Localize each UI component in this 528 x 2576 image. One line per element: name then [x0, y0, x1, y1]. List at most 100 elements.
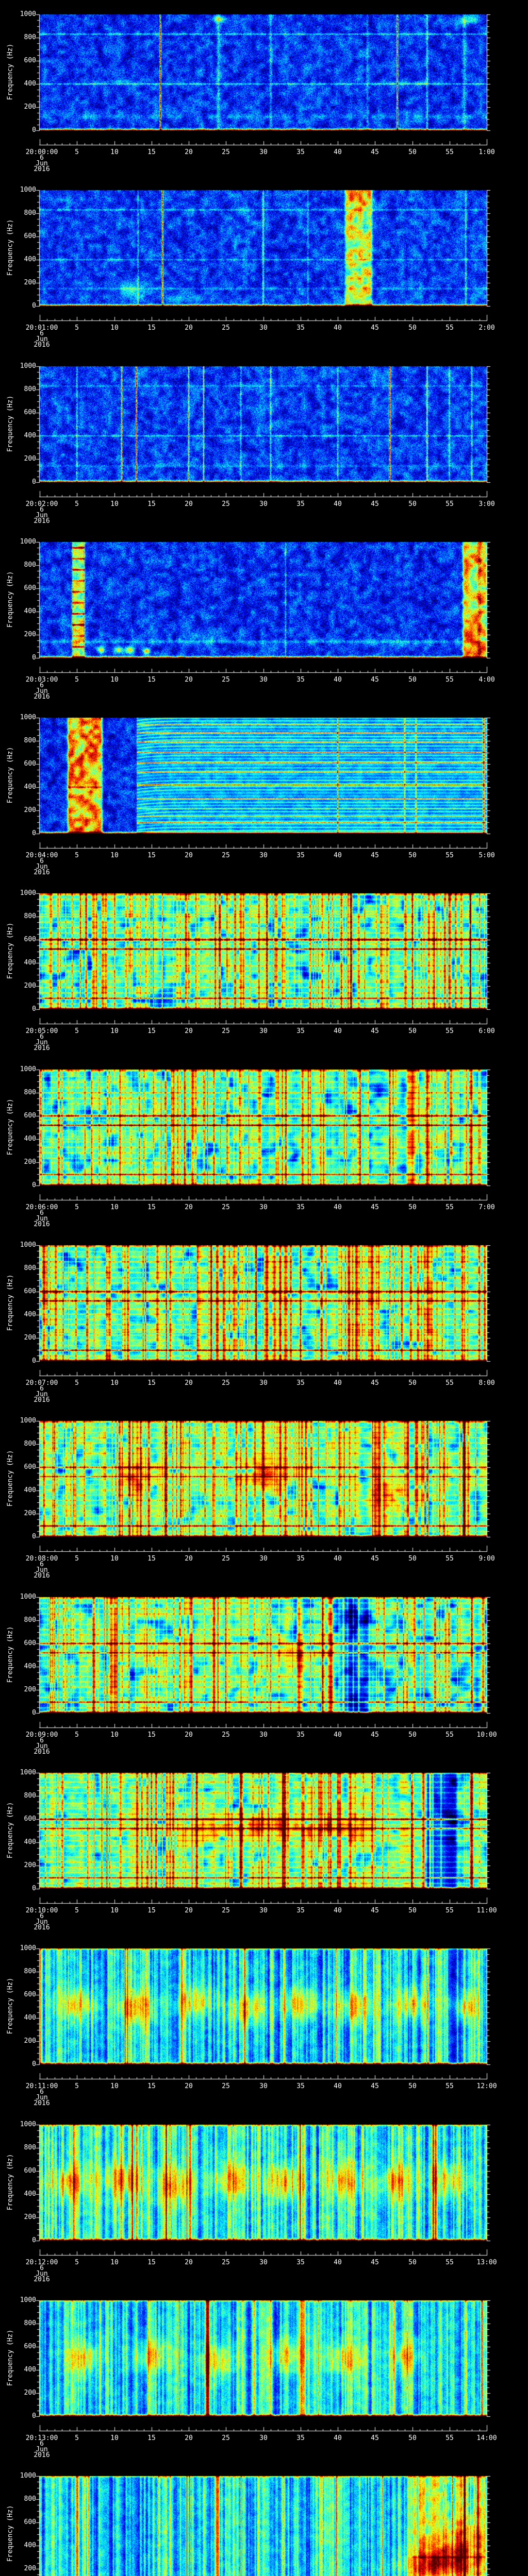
y-tick-label: 800: [24, 1968, 36, 1975]
x-tick-label: 50: [408, 1379, 417, 1387]
x-tick-label: 50: [408, 1204, 417, 1211]
spectrogram-panel-1: Frequency (Hz) 0 200 400 600 800 1000 20:00:00 1…: [0, 0, 528, 176]
x-axis-end-time: 5:00: [478, 852, 495, 859]
y-axis-title: Frequency (Hz): [6, 1098, 14, 1155]
spectrogram-canvas-8: [0, 1231, 528, 1407]
x-axis-date-line: Jun: [36, 1918, 48, 1926]
y-tick-label: 400: [24, 1838, 36, 1846]
y-axis-title: Frequency (Hz): [6, 1802, 14, 1858]
x-tick-label: 30: [259, 676, 268, 684]
y-tick-label: 200: [24, 2389, 36, 2397]
x-axis-start-time: 20:03:00: [25, 676, 58, 684]
x-tick-label: 35: [296, 2434, 305, 2442]
x-tick-label: 55: [446, 1555, 454, 1563]
y-tick-label: 800: [24, 2495, 36, 2503]
x-axis-date-line: 2016: [34, 1044, 50, 1052]
y-tick-label: 400: [24, 2014, 36, 2022]
x-tick-label: 50: [408, 676, 417, 684]
y-tick-label: 0: [32, 1533, 36, 1540]
y-tick-label: 200: [24, 2037, 36, 2045]
y-tick-label: 600: [24, 2167, 36, 2175]
x-axis-start-time: 20:05:00: [25, 1027, 58, 1035]
x-tick-label: 5: [75, 2259, 79, 2266]
y-tick-label: 800: [24, 912, 36, 920]
x-tick-label: 10: [110, 1555, 119, 1563]
y-tick-label: 400: [24, 256, 36, 263]
x-tick-label: 10: [110, 2259, 119, 2266]
x-axis-end-time: 10:00: [476, 1731, 497, 1739]
spectrogram-panel-12: Frequency (Hz) 0 200 400 600 800 1000 20:11:00 1…: [0, 1934, 528, 2110]
y-tick-label: 800: [24, 209, 36, 217]
x-axis-end-time: 6:00: [478, 1027, 495, 1035]
x-axis-date-line: Jun: [36, 2446, 48, 2453]
x-axis-date-line: Jun: [36, 1566, 48, 1574]
y-tick-label: 600: [24, 1112, 36, 1120]
spectrogram-canvas-14: [0, 2286, 528, 2462]
y-tick-label: 0: [32, 302, 36, 310]
x-tick-label: 55: [446, 1204, 454, 1211]
spectrogram-panel-11: Frequency (Hz) 0 200 400 600 800 1000 20:10:00 1…: [0, 1758, 528, 1935]
x-tick-label: 40: [334, 676, 342, 684]
x-tick-label: 50: [408, 852, 417, 859]
spectrogram-canvas-13: [0, 2110, 528, 2286]
x-axis-start-time: 20:09:00: [25, 1731, 58, 1739]
x-tick-label: 30: [259, 148, 268, 156]
y-tick-label: 800: [24, 1792, 36, 1800]
x-tick-label: 15: [147, 1379, 156, 1387]
x-axis-date-line: 2016: [34, 2451, 50, 2459]
x-axis-date-line: 6: [40, 2088, 44, 2096]
y-tick-label: 1000: [20, 1944, 36, 1952]
x-tick-label: 40: [334, 1379, 342, 1387]
y-tick-label: 800: [24, 1089, 36, 1096]
x-tick-label: 5: [75, 1379, 79, 1387]
spectrogram-canvas-7: [0, 1055, 528, 1231]
x-axis-start-time: 20:01:00: [25, 324, 58, 332]
y-tick-label: 200: [24, 806, 36, 814]
y-tick-label: 1000: [20, 538, 36, 546]
x-tick-label: 50: [408, 500, 417, 508]
x-tick-label: 55: [446, 1731, 454, 1739]
x-tick-label: 50: [408, 2082, 417, 2090]
y-tick-label: 600: [24, 232, 36, 240]
x-axis-start-time: 20:06:00: [25, 1204, 58, 1211]
x-tick-label: 20: [185, 1731, 193, 1739]
x-tick-label: 50: [408, 1731, 417, 1739]
x-tick-label: 25: [222, 676, 230, 684]
x-axis-date-line: Jun: [36, 160, 48, 167]
x-tick-label: 10: [110, 2082, 119, 2090]
x-tick-label: 10: [110, 1907, 119, 1914]
y-tick-label: 600: [24, 1815, 36, 1823]
x-axis-start-time: 20:07:00: [25, 1379, 58, 1387]
x-tick-label: 5: [75, 1204, 79, 1211]
x-tick-label: 25: [222, 1379, 230, 1387]
x-tick-label: 15: [147, 676, 156, 684]
x-tick-label: 5: [75, 148, 79, 156]
x-tick-label: 50: [408, 148, 417, 156]
x-tick-label: 45: [371, 1555, 379, 1563]
x-tick-label: 55: [446, 1027, 454, 1035]
y-tick-label: 0: [32, 478, 36, 486]
x-tick-label: 45: [371, 1731, 379, 1739]
spectrogram-canvas-5: [0, 703, 528, 879]
x-axis-start-time: 20:04:00: [25, 852, 58, 859]
y-axis-title: Frequency (Hz): [6, 43, 14, 100]
spectrogram-panel-2: Frequency (Hz) 0 200 400 600 800 1000 20:01:00 2…: [0, 176, 528, 352]
spectrogram-canvas-1: [0, 0, 528, 176]
y-tick-label: 400: [24, 1486, 36, 1494]
spectrogram-panel-14: Frequency (Hz) 0 200 400 600 800 1000 20:13:00 1…: [0, 2286, 528, 2462]
y-tick-label: 1000: [20, 1241, 36, 1249]
x-tick-label: 10: [110, 1204, 119, 1211]
x-tick-label: 30: [259, 1379, 268, 1387]
x-tick-label: 20: [185, 1379, 193, 1387]
y-tick-label: 200: [24, 455, 36, 463]
y-axis-title: Frequency (Hz): [6, 1450, 14, 1506]
x-tick-label: 5: [75, 1027, 79, 1035]
y-tick-label: 200: [24, 982, 36, 990]
spectrogram-canvas-4: [0, 528, 528, 704]
y-tick-label: 400: [24, 2541, 36, 2549]
x-tick-label: 40: [334, 2259, 342, 2266]
x-tick-label: 50: [408, 1907, 417, 1914]
y-tick-label: 400: [24, 607, 36, 615]
y-tick-label: 800: [24, 2144, 36, 2151]
x-axis-date-line: 6: [40, 1209, 44, 1217]
